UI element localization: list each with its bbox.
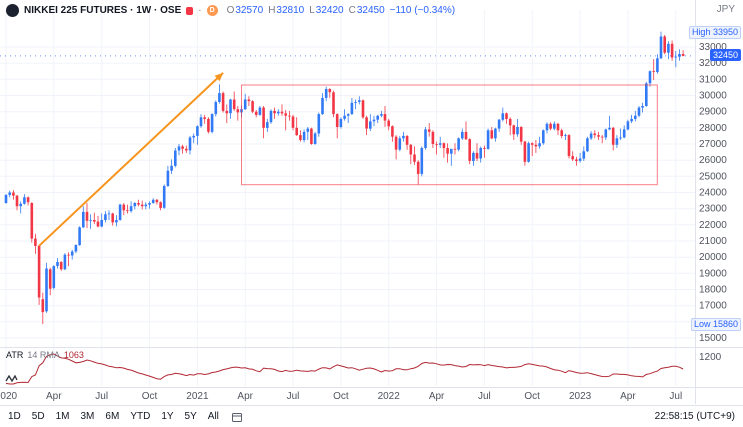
svg-text:2023: 2023 [569, 391, 592, 402]
price-axis-labels: 33000 32000 31000 30000 29000 28000 27000 26000… [699, 42, 727, 363]
candles-layer [4, 31, 685, 325]
svg-text:20000: 20000 [699, 252, 727, 263]
range-6m[interactable]: 6M [105, 411, 120, 422]
svg-text:18000: 18000 [699, 285, 727, 296]
svg-text:32000: 32000 [699, 58, 727, 69]
close-value: C32450 [348, 5, 385, 16]
time-axis[interactable] [0, 388, 695, 404]
range-all[interactable]: All [207, 411, 219, 422]
svg-text:17000: 17000 [699, 301, 727, 312]
pane-separators[interactable] [0, 0, 743, 404]
svg-text:28000: 28000 [699, 123, 727, 134]
svg-text:Apr: Apr [237, 391, 253, 402]
svg-text:19000: 19000 [699, 268, 727, 279]
svg-text:25000: 25000 [699, 171, 727, 182]
svg-text:23000: 23000 [699, 204, 727, 215]
time-axis-labels: 2020 Apr Jul Oct 2021 Apr Jul Oct 2022 Apr Jul Oct 2… [0, 391, 682, 402]
svg-text:26000: 26000 [699, 155, 727, 166]
svg-text:Apr: Apr [429, 391, 445, 402]
range-5y[interactable]: 5Y [184, 411, 197, 422]
indicator-value: 1063 [63, 350, 84, 360]
symbol-logo[interactable] [6, 4, 19, 17]
atr-line [5, 353, 684, 385]
range-ytd[interactable]: YTD [130, 411, 151, 422]
indicator-name: ATR [6, 350, 24, 360]
last-price-badge: 32450 [709, 49, 741, 61]
svg-text:15000: 15000 [699, 333, 727, 344]
symbol-title[interactable]: NIKKEI 225 FUTURES · 1W · OSE [24, 5, 182, 16]
svg-text:30000: 30000 [699, 91, 727, 102]
svg-text:Jul: Jul [287, 391, 300, 402]
low-value: L32420 [309, 5, 344, 16]
open-value: O32570 [226, 5, 264, 16]
svg-text:Oct: Oct [333, 391, 349, 402]
svg-text:1200: 1200 [699, 352, 722, 363]
svg-text:22000: 22000 [699, 220, 727, 231]
chart-legend: NIKKEI 225 FUTURES · 1W · OSE · D O32570… [6, 4, 455, 17]
svg-text:31000: 31000 [699, 74, 727, 85]
svg-text:29000: 29000 [699, 107, 727, 118]
trend-arrow-drawing[interactable] [38, 72, 224, 247]
svg-text:2020: 2020 [0, 391, 18, 402]
market-closed-icon [186, 6, 194, 15]
svg-text:2021: 2021 [186, 391, 209, 402]
svg-text:Oct: Oct [142, 391, 158, 402]
bottom-toolbar: 1D 5D 1M 3M 6M YTD 1Y 5Y All 22:58:15 (UTC+9) [0, 405, 743, 427]
time-gridlines [5, 10, 677, 386]
svg-text:21000: 21000 [699, 236, 727, 247]
go-to-date-icon[interactable] [231, 411, 243, 423]
rectangle-drawing[interactable] [241, 84, 658, 186]
delayed-data-badge[interactable]: D [206, 5, 218, 16]
indicator-params: 14 RMA [27, 350, 60, 360]
svg-text:2022: 2022 [378, 391, 401, 402]
svg-text:Jul: Jul [95, 391, 108, 402]
range-1y[interactable]: 1Y [161, 411, 174, 422]
indicator-legend[interactable]: ATR 14 RMA 1063 [6, 350, 84, 360]
pane-control-icon[interactable] [5, 374, 18, 383]
change-value: −110 (−0.34%) [389, 5, 456, 16]
high-value: H32810 [268, 5, 305, 16]
svg-text:33000: 33000 [699, 42, 727, 53]
currency-label[interactable]: JPY [716, 4, 735, 15]
svg-text:Jul: Jul [478, 391, 491, 402]
high-badge: High 33950 [688, 26, 741, 39]
svg-text:Oct: Oct [524, 391, 540, 402]
range-3m[interactable]: 3M [80, 411, 95, 422]
svg-text:Apr: Apr [620, 391, 636, 402]
ohlc-values: O32570 H32810 L32420 C32450 −110 (−0.34%… [227, 5, 455, 16]
range-1d[interactable]: 1D [8, 411, 21, 422]
separator-dot: · [198, 5, 202, 16]
clock[interactable]: 22:58:15 (UTC+9) [654, 411, 735, 422]
low-badge: Low 15860 [690, 318, 741, 331]
svg-text:Apr: Apr [46, 391, 62, 402]
range-5d[interactable]: 5D [31, 411, 45, 422]
svg-text:Jul: Jul [669, 391, 682, 402]
svg-text:24000: 24000 [699, 188, 727, 199]
range-buttons: 1D 5D 1M 3M 6M YTD 1Y 5Y All [8, 411, 230, 422]
svg-text:27000: 27000 [699, 139, 727, 150]
range-1m[interactable]: 1M [55, 411, 70, 422]
price-gridlines [0, 46, 695, 339]
